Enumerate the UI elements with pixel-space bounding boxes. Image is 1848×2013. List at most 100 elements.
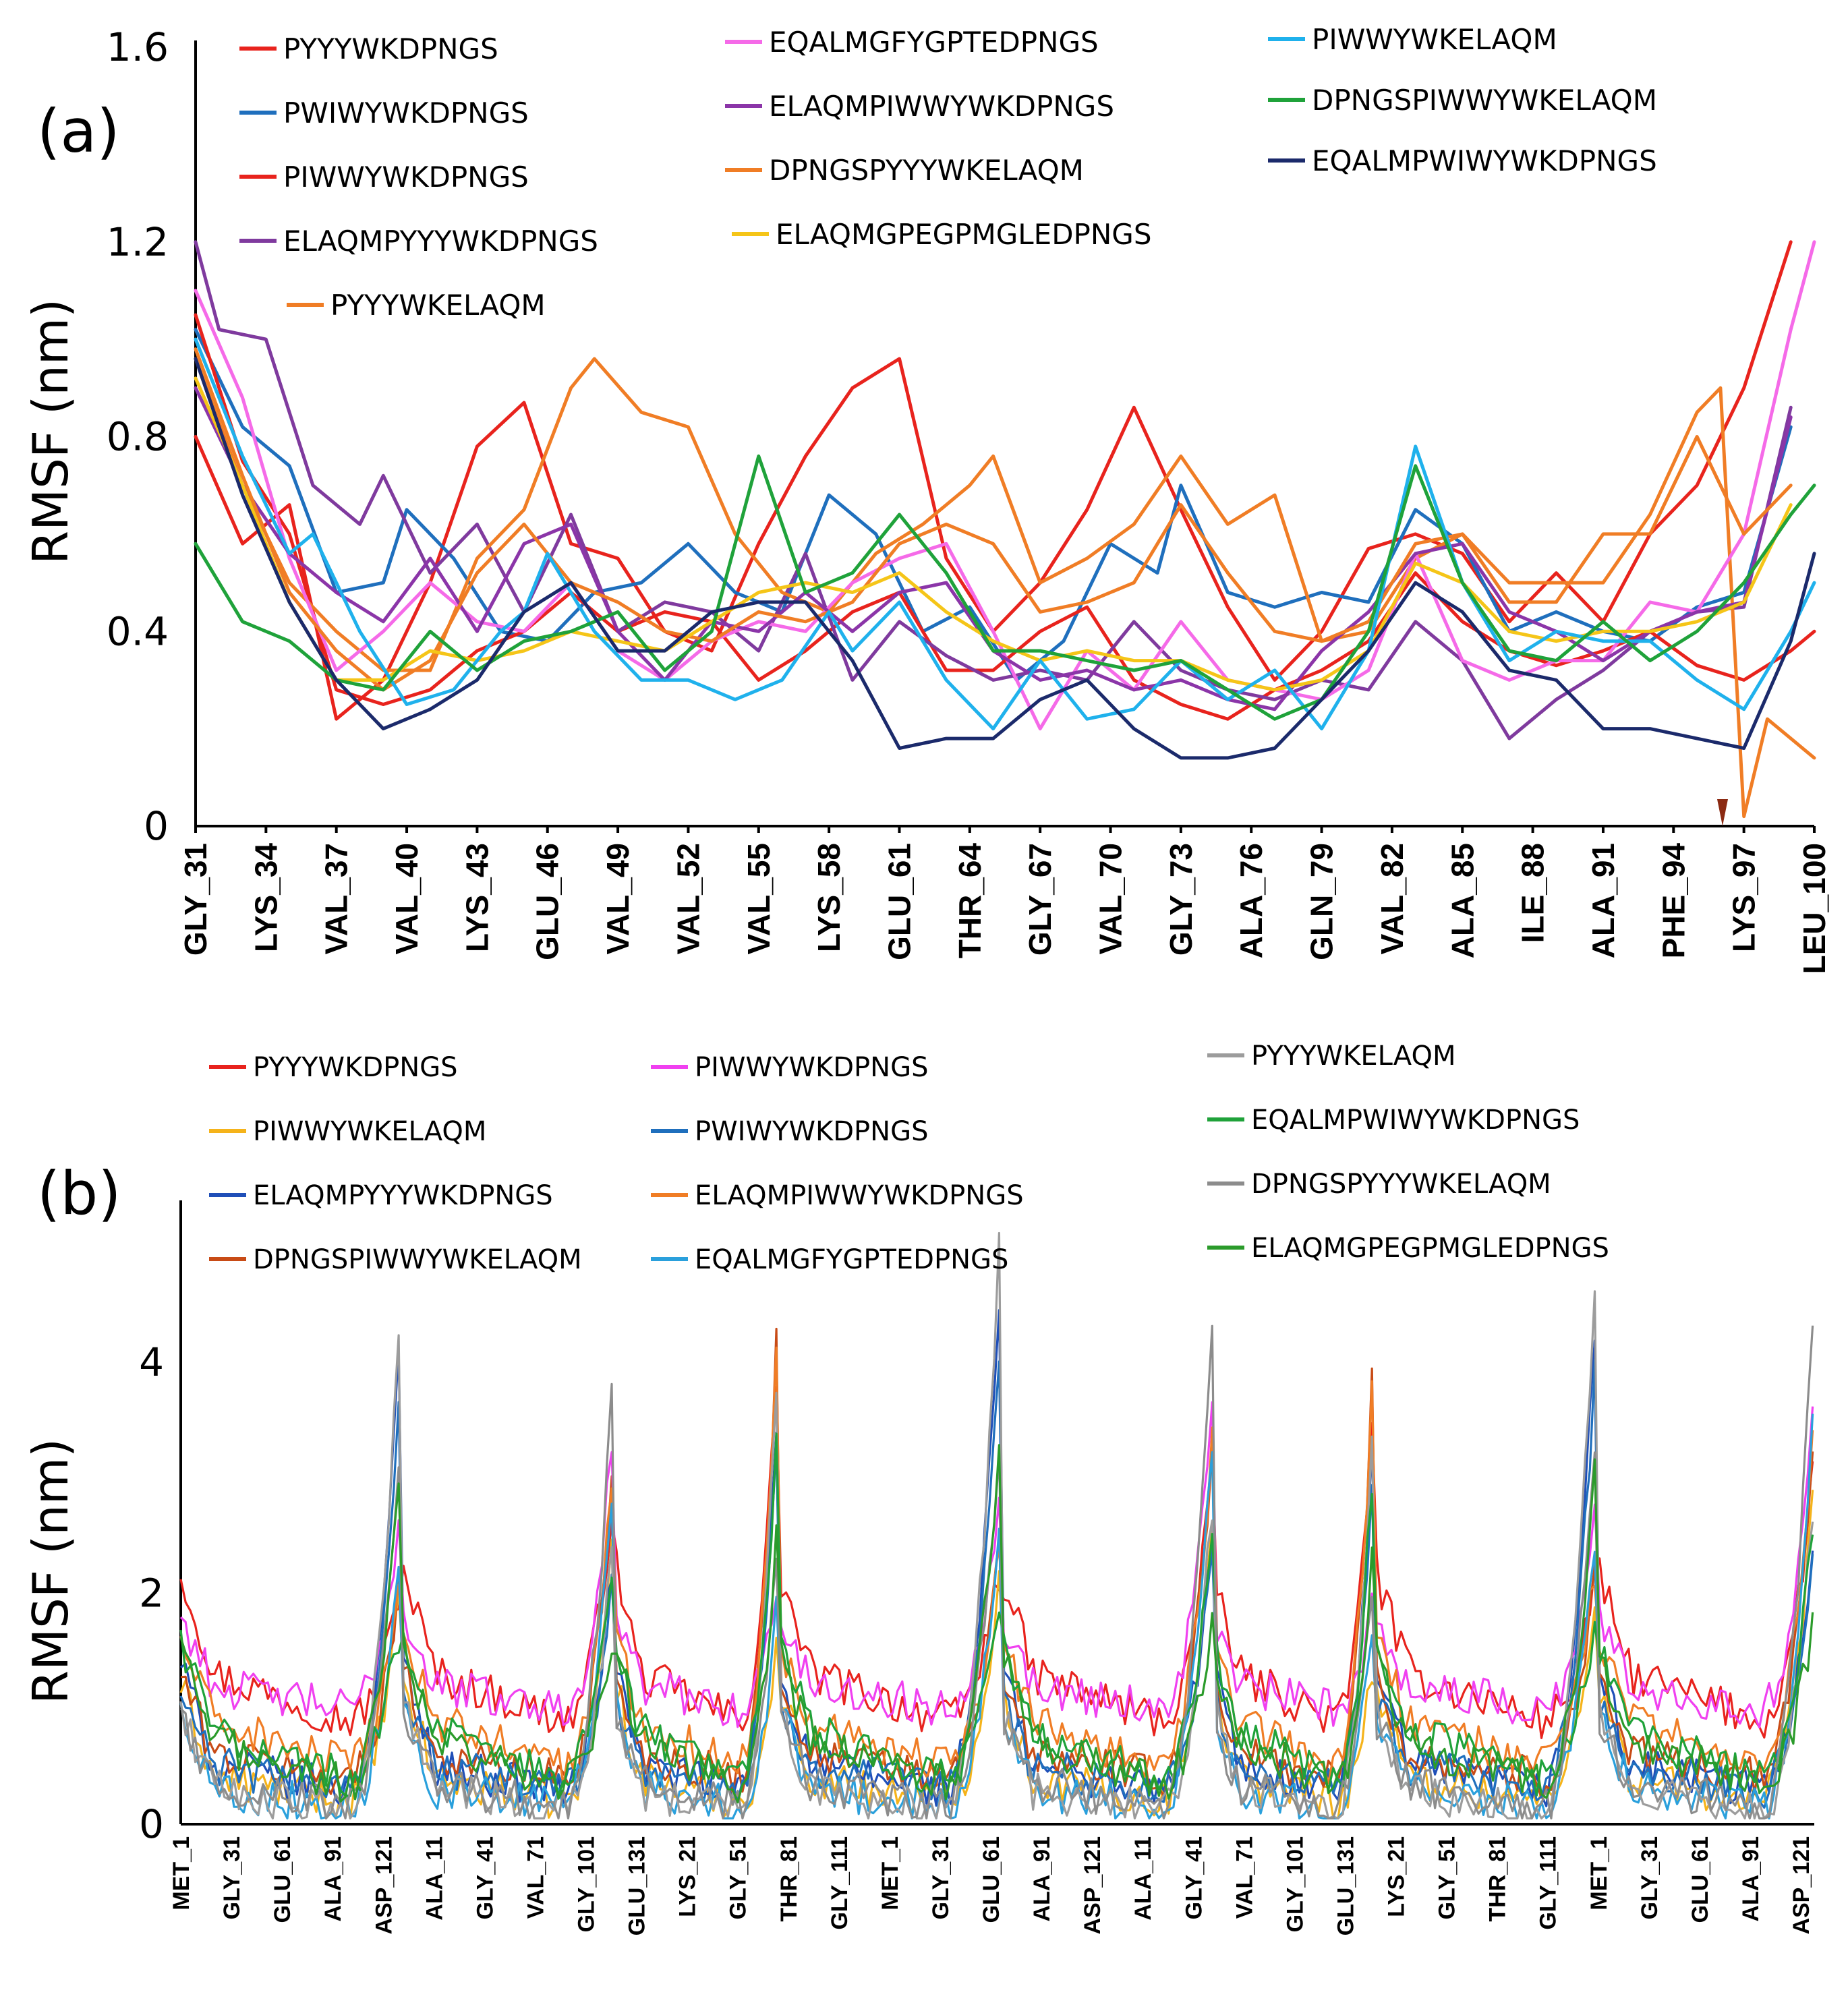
x-tick-label-b: ALA_91 (1738, 1836, 1764, 1922)
legend-label-b: PIWWYWKDPNGS (695, 1052, 928, 1083)
x-tick-label-a: VAL_70 (1093, 843, 1128, 954)
x-tick-label-a: GLY_73 (1163, 843, 1199, 956)
x-tick-label-a: VAL_37 (319, 843, 354, 954)
x-tick-label-b: GLY_111 (827, 1836, 853, 1930)
series-line-b-piwwywkelaqm (179, 1490, 1814, 1819)
x-tick-label-a: VAL_52 (670, 843, 705, 954)
x-tick-label-a: VAL_40 (389, 843, 424, 954)
legend-label-a: EQALMGFYGPTEDPNGS (769, 26, 1099, 59)
series-line-a-elaqmpyyywkdpngs (194, 240, 1793, 740)
x-tick-label-b: GLY_41 (472, 1836, 498, 1920)
x-tick-label-a: PHE_94 (1656, 843, 1691, 959)
series-line-a-pwiwywkdpngs (194, 328, 1793, 682)
legend-a: PYYYWKDPNGS PWIWYWKDPNGS PIWWYWKDPNGS ELAQM… (239, 23, 1657, 322)
x-tick-label-b: GLY_111 (1536, 1836, 1561, 1930)
legend-label-a: PWIWYWKDPNGS (283, 96, 529, 129)
y-tick-label-a: 0.4 (107, 608, 169, 654)
x-tick-label-b: ALA_11 (422, 1836, 447, 1921)
series-line-b-pwiwywkdpngs (179, 1359, 1814, 1809)
panel-b: (b) RMSF (nm) 0 2 4 MET_1 GLY_31 GLU_61 ALA_9… (22, 1041, 1814, 1935)
x-tick-label-b: VAL_71 (523, 1836, 548, 1919)
legend-label-a: PYYYWKDPNGS (283, 32, 498, 65)
x-tick-label-b: ALA_11 (1130, 1836, 1156, 1921)
series-line-a-piwwywkelaqm (194, 337, 1816, 731)
x-tick-label-a: GLY_31 (178, 843, 213, 956)
x-tick-label-a: ALA_91 (1586, 843, 1621, 958)
y-axis-label-b: RMSF (nm) (22, 1438, 79, 1704)
legend-label-b: PYYYWKDPNGS (253, 1052, 458, 1083)
legend-label-b: ELAQMPIWWYWKDPNGS (695, 1180, 1024, 1211)
legend-label-b: EQALMPWIWYWKDPNGS (1251, 1105, 1580, 1136)
legend-b: PYYYWKDPNGS PIWWYWKELAQM ELAQMPYYYWKDPNGS D… (209, 1041, 1609, 1275)
y-tick-label-a: 1.6 (107, 24, 169, 70)
x-tick-label-b: ASP_121 (371, 1836, 397, 1935)
legend-label-a: ELAQMPIWWYWKDPNGS (769, 90, 1114, 123)
x-tick-label-a: VAL_82 (1375, 843, 1410, 954)
x-tick-label-b: MET_1 (1586, 1836, 1612, 1910)
x-tick-label-b: LYS_21 (675, 1836, 701, 1917)
x-tick-label-a: GLU_46 (530, 843, 565, 960)
y-tick-label-b: 4 (139, 1339, 164, 1385)
x-tick-label-a: LEU_100 (1797, 843, 1832, 974)
x-tick-label-b: GLU_61 (979, 1836, 1004, 1923)
legend-label-b: PIWWYWKELAQM (253, 1116, 486, 1147)
x-tick-label-b: ALA_91 (1029, 1836, 1055, 1922)
x-tick-label-b: GLY_31 (219, 1836, 245, 1920)
x-tick-label-b: GLU_131 (1333, 1836, 1358, 1935)
x-tick-label-a: ALA_76 (1234, 843, 1269, 958)
legend-label-b: DPNGSPIWWYWKELAQM (253, 1244, 582, 1275)
series-line-a-eqalmgfygptedpngs (194, 240, 1816, 731)
x-tick-label-b: VAL_71 (1232, 1836, 1257, 1919)
x-tick-label-b: ASP_121 (1789, 1836, 1814, 1935)
x-tick-label-a: VAL_49 (600, 843, 635, 954)
legend-label-b: PYYYWKELAQM (1251, 1041, 1455, 1072)
x-tick-label-b: GLY_101 (1282, 1836, 1308, 1932)
y-tick-label-a: 1.2 (107, 219, 169, 265)
legend-label-b: ELAQMGPEGPMGLEDPNGS (1251, 1233, 1609, 1264)
x-tick-label-b: GLY_41 (1181, 1836, 1207, 1920)
legend-label-a: PIWWYWKELAQM (1312, 23, 1557, 56)
x-tick-label-b: GLY_51 (1435, 1836, 1460, 1920)
x-tick-label-a: LYS_43 (459, 843, 494, 952)
y-tick-label-b: 2 (139, 1570, 164, 1616)
panel-a: (a) RMSF (nm) 0 0.4 0.8 1.2 1.6 GLY_31 LYS_34… (22, 23, 1832, 974)
y-tick-label-a: 0 (144, 803, 169, 849)
series-line-b-piwwywkdpngs (179, 1401, 1814, 1729)
legend-label-b: PWIWYWKDPNGS (695, 1116, 928, 1147)
series-line-a-eqalmpwiwywkdpngs (194, 357, 1816, 760)
series-lines-a (194, 240, 1816, 819)
x-tick-label-a: LYS_97 (1727, 843, 1762, 952)
legend-label-a: ELAQMPYYYWKDPNGS (283, 225, 598, 258)
x-tick-label-b: GLY_101 (574, 1836, 600, 1932)
x-tick-label-b: LYS_21 (1384, 1836, 1410, 1917)
legend-label-a: PYYYWKELAQM (330, 289, 546, 322)
x-tick-label-b: THR_81 (776, 1836, 802, 1922)
series-line-b-eqalmpwiwywkdpngs (179, 1432, 1814, 1797)
x-tick-label-a: GLN_79 (1304, 843, 1339, 960)
axes-b: 0 2 4 (139, 1200, 1814, 1847)
x-tick-label-b: MET_1 (877, 1836, 903, 1910)
axes-a: 0 0.4 0.8 1.2 1.6 (107, 24, 1814, 849)
legend-label-b: DPNGSPYYYWKELAQM (1251, 1169, 1551, 1200)
y-tick-label-b: 0 (139, 1801, 164, 1847)
legend-label-a: EQALMPWIWYWKDPNGS (1312, 144, 1657, 177)
x-tick-label-a: GLY_67 (1022, 843, 1058, 956)
legend-label-b: EQALMGFYGPTEDPNGS (695, 1244, 1008, 1275)
x-tick-label-b: GLY_31 (1637, 1836, 1663, 1920)
y-tick-label-a: 0.8 (107, 414, 169, 460)
x-tick-label-a: THR_64 (952, 843, 987, 959)
x-tick-label-b: ASP_121 (1080, 1836, 1105, 1935)
x-tick-label-b: GLY_31 (928, 1836, 954, 1920)
series-line-b-pyyywkdpngs (179, 1385, 1814, 1739)
x-tick-label-b: GLU_61 (270, 1836, 295, 1923)
marker-arrow-icon (1717, 799, 1728, 826)
series-line-a-dpngspiwwywkelaqm (194, 454, 1816, 721)
legend-label-b: ELAQMPYYYWKDPNGS (253, 1180, 553, 1211)
legend-label-a: PIWWYWKDPNGS (283, 161, 529, 194)
x-tick-label-a: LYS_58 (811, 843, 846, 952)
x-tick-label-a: ILE_88 (1515, 843, 1551, 943)
x-tick-label-b: ALA_91 (320, 1836, 346, 1922)
panel-label-b: (b) (37, 1159, 121, 1228)
series-line-a-pyyywkelaqm (194, 357, 1816, 819)
